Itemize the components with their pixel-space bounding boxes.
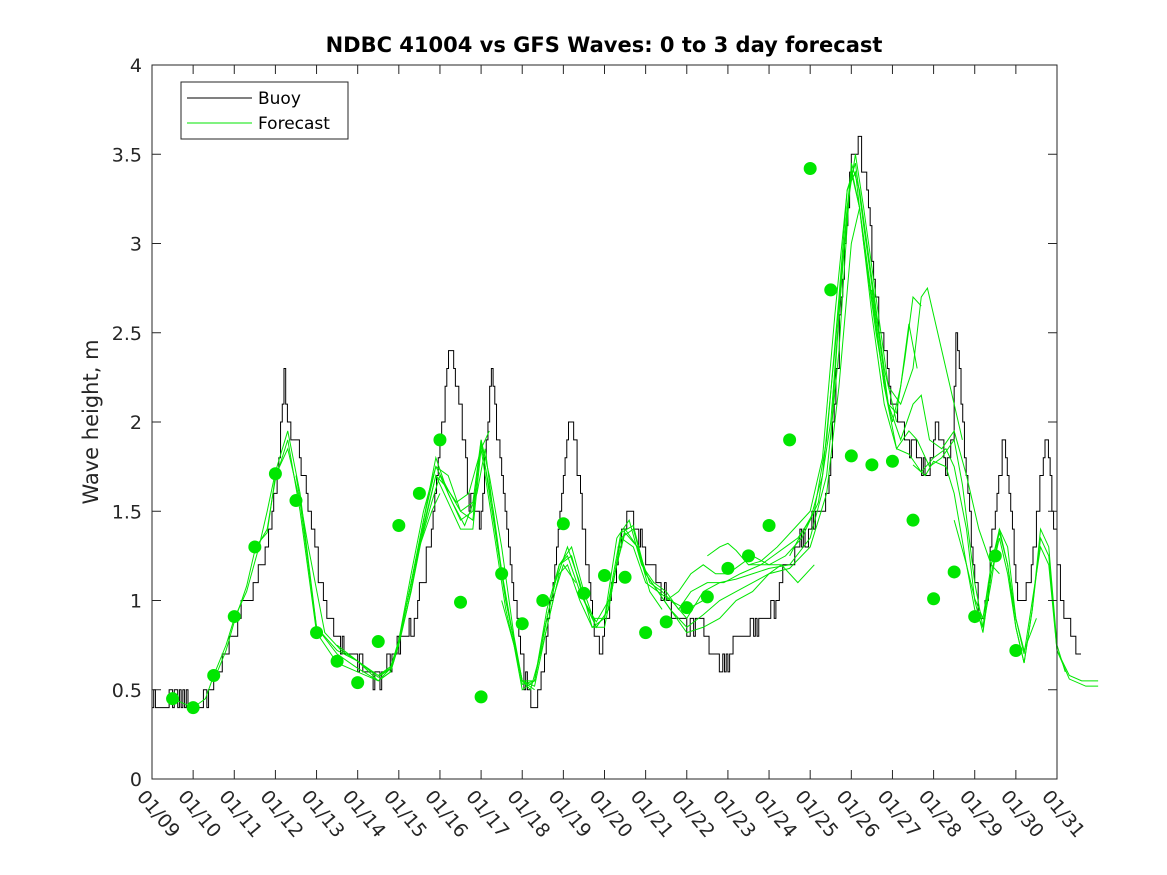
x-tick-label: 01/22	[667, 786, 719, 842]
x-tick-label: 01/29	[955, 786, 1007, 842]
x-tick-label: 01/31	[1037, 786, 1089, 842]
forecast-marker	[289, 494, 303, 508]
forecast-marker	[515, 617, 529, 631]
y-tick-label: 3.5	[112, 144, 142, 166]
legend-forecast-label: Forecast	[258, 114, 330, 134]
forecast-marker	[947, 565, 961, 579]
x-tick-label: 01/28	[914, 786, 966, 842]
forecast-marker	[248, 540, 262, 554]
forecast-marker	[351, 676, 365, 690]
x-tick-label: 01/11	[214, 786, 266, 842]
forecast-line	[707, 163, 922, 566]
forecast-marker	[412, 486, 426, 500]
forecast-line	[789, 170, 1000, 575]
forecast-marker	[495, 567, 509, 581]
forecast-marker	[536, 594, 550, 607]
y-axis-label: Wave height, m	[79, 339, 103, 504]
forecast-marker	[741, 549, 755, 563]
x-tick-label: 01/13	[297, 786, 349, 842]
chart-title: NDBC 41004 vs GFS Waves: 0 to 3 day fore…	[326, 33, 883, 57]
forecast-marker	[639, 626, 653, 640]
x-tick-label: 01/15	[379, 786, 431, 842]
y-tick-label: 4	[130, 55, 142, 77]
forecast-marker	[618, 570, 632, 584]
forecast-marker	[1009, 643, 1023, 657]
y-tick-label: 3	[130, 234, 142, 256]
y-tick-label: 0	[130, 769, 142, 791]
forecast-marker	[227, 610, 241, 624]
forecast-marker	[371, 635, 385, 649]
forecast-marker	[474, 690, 488, 704]
x-tick-label: 01/23	[708, 786, 760, 842]
forecast-marker	[927, 592, 941, 606]
forecast-marker	[721, 561, 735, 575]
plot-area	[152, 65, 1057, 779]
forecast-line	[501, 528, 782, 691]
forecast-marker	[330, 654, 344, 668]
forecast-line	[748, 154, 963, 566]
x-tick-label: 01/09	[132, 786, 184, 842]
y-axis-ticks: 0 0.5 1 1.5 2 2.5 3 3.5 4	[112, 55, 1057, 791]
forecast-series-layer	[172, 154, 1099, 709]
y-tick-label: 1	[130, 591, 142, 613]
forecast-line	[953, 520, 1099, 687]
y-tick-label: 0.5	[112, 680, 142, 702]
forecast-line	[871, 289, 1066, 673]
forecast-marker	[392, 519, 406, 533]
forecast-marker	[659, 615, 673, 629]
y-tick-label: 2	[130, 412, 142, 434]
forecast-marker-layer	[166, 162, 1023, 715]
legend-box	[180, 81, 349, 140]
forecast-marker	[762, 519, 776, 533]
x-tick-label: 01/30	[996, 786, 1048, 842]
forecast-marker	[968, 610, 982, 624]
x-tick-label: 01/10	[173, 786, 225, 842]
x-tick-label: 01/20	[585, 786, 637, 842]
x-tick-label: 01/16	[420, 786, 472, 842]
legend: Buoy Forecast	[180, 81, 349, 140]
forecast-marker	[865, 458, 879, 472]
legend-buoy-label: Buoy	[258, 89, 301, 109]
forecast-marker	[783, 433, 797, 447]
x-tick-label: 01/17	[461, 786, 513, 842]
forecast-marker	[680, 601, 694, 615]
forecast-marker	[556, 517, 570, 531]
forecast-marker	[700, 590, 714, 604]
x-tick-label: 01/27	[873, 786, 925, 842]
forecast-marker	[598, 569, 611, 583]
forecast-marker	[844, 449, 858, 463]
x-tick-label: 01/19	[544, 786, 596, 842]
x-tick-label: 01/24	[749, 786, 801, 842]
x-tick-label: 01/26	[831, 786, 883, 842]
forecast-marker	[433, 433, 447, 447]
x-tick-label: 01/12	[256, 786, 308, 842]
forecast-marker	[454, 595, 468, 609]
forecast-marker	[186, 701, 200, 715]
forecast-marker	[803, 162, 817, 176]
x-tick-label: 01/18	[502, 786, 554, 842]
forecast-marker	[166, 692, 180, 706]
y-tick-label: 1.5	[112, 501, 142, 523]
forecast-marker	[885, 454, 899, 468]
y-tick-label: 2.5	[112, 323, 142, 345]
x-tick-label: 01/21	[626, 786, 678, 842]
forecast-marker	[310, 626, 324, 640]
forecast-line	[583, 207, 861, 628]
forecast-marker	[988, 549, 1002, 563]
forecast-marker	[906, 513, 920, 527]
forecast-marker	[207, 668, 221, 682]
forecast-marker	[824, 283, 838, 297]
forecast-marker	[577, 586, 591, 600]
forecast-line	[418, 448, 704, 686]
x-tick-label: 01/25	[790, 786, 842, 842]
forecast-line	[377, 448, 663, 687]
forecast-marker	[268, 467, 282, 481]
x-tick-label: 01/14	[338, 786, 390, 842]
